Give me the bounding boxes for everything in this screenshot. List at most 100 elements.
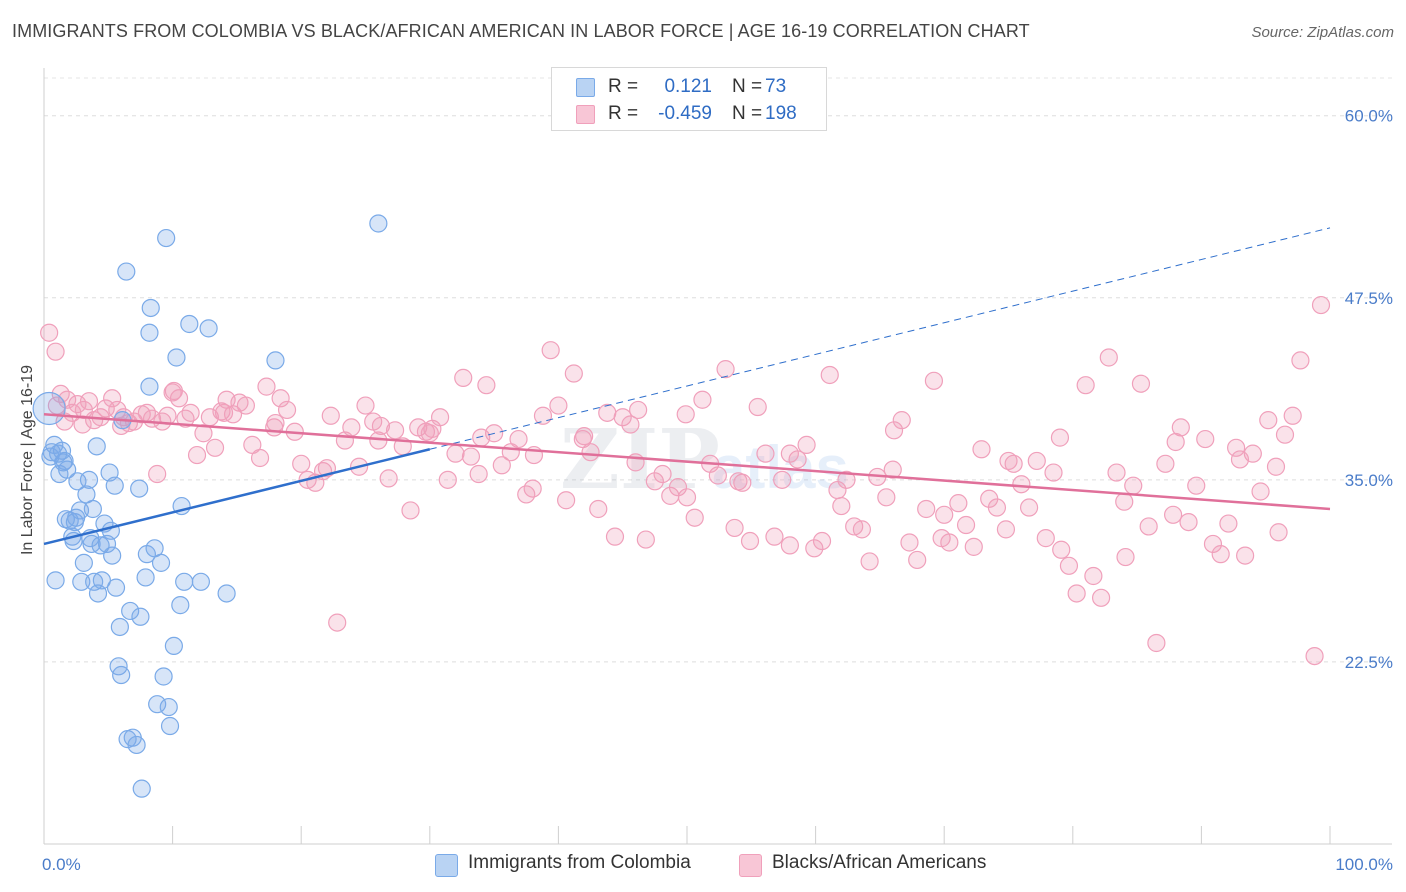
series-colombia-points [32,214,388,798]
black-point [924,371,944,390]
colombia-point [92,571,111,590]
black-point [581,443,600,462]
colombia-point [105,476,124,495]
black-point [729,472,748,491]
black-point [1269,523,1288,542]
black-point [1166,432,1185,452]
legend-n-label: N = [732,76,763,97]
black-point [900,533,919,552]
black-point [613,408,632,427]
black-point [557,491,576,510]
black-point [321,406,340,425]
black-point [509,429,528,449]
black-point [1147,633,1166,653]
colombia-point [87,437,106,456]
legend-r-value: 0.121 [664,76,712,97]
black-point [112,416,131,436]
black-point [765,527,784,546]
black-point [908,550,927,570]
y-tick-label: 35.0% [1345,471,1393,490]
bottom-legend-swatch-black [739,854,762,877]
black-point [1236,546,1255,565]
legend-swatch-colombia [576,78,595,97]
legend-n-value: 73 [765,76,787,97]
black-point [956,515,976,535]
legend-n-value: 198 [765,103,797,124]
black-point [837,470,856,489]
bottom-legend-label-black: Blacks/African Americans [772,852,987,873]
colombia-point [159,697,178,717]
black-point [1099,348,1118,367]
black-point [430,408,450,427]
black-point [621,415,640,434]
colombia-point [140,323,159,342]
black-point [883,460,902,479]
black-point [454,368,473,387]
black-point [1131,374,1151,393]
black-point [1124,476,1143,495]
colombia-point [136,568,155,587]
colombia-point [164,636,183,656]
x-tick-label: 0.0% [42,855,81,874]
black-point [236,396,256,415]
black-point [1019,498,1039,517]
legend-n-label: N = [732,103,763,124]
black-point [1156,454,1175,473]
colombia-point [83,499,102,519]
black-point [492,456,511,475]
x-tick-label: 100.0% [1335,855,1393,874]
bottom-legend: Immigrants from Colombia Blacks/African … [0,852,1406,878]
y-tick-label: 60.0% [1345,107,1393,126]
black-point [533,406,553,425]
black-point [1084,566,1103,586]
black-point [163,383,182,402]
legend-row-black: R = -0.459 N = 198 [552,100,826,128]
legend-swatch-black [576,105,595,124]
colombia-point [91,536,110,555]
colombia-point [117,262,136,281]
legend-r-value: -0.459 [658,103,712,124]
black-point [523,479,542,498]
black-point [181,403,200,422]
colombia-point [103,546,122,565]
colombia-point [49,444,68,463]
black-point [46,342,65,361]
black-point [148,464,167,484]
colombia-point [58,460,77,479]
black-point [645,472,664,491]
black-point [740,531,760,551]
black-point [328,613,347,632]
colombia-point [199,319,218,338]
black-point [780,536,799,555]
colombia-point [74,553,93,572]
black-point [935,505,954,524]
colombia-point [151,553,171,572]
black-point [677,488,697,507]
black-trend-line [43,413,1331,511]
black-point [250,448,270,468]
black-point [629,400,648,420]
colombia-point [141,298,160,318]
colombia-point [180,314,199,334]
colombia-point [85,572,104,591]
black-point [860,552,879,571]
black-point [716,360,735,379]
black-point [371,416,391,436]
black-point [1219,514,1238,533]
black-point [725,518,744,538]
colombia-point [67,508,86,527]
colombia-point [46,571,65,590]
black-point [549,396,568,415]
black-point [1251,482,1270,501]
black-point [972,440,991,459]
black-point [964,537,983,556]
black-point [446,444,465,463]
black-point [1275,425,1295,444]
colombia-point [154,667,173,686]
black-point [469,464,488,484]
black-point [1091,588,1111,607]
colombia-point [369,214,388,233]
black-point [1107,463,1126,482]
bottom-legend-label-colombia: Immigrants from Colombia [468,852,691,873]
source-label: Source: ZipAtlas.com [1251,24,1394,41]
